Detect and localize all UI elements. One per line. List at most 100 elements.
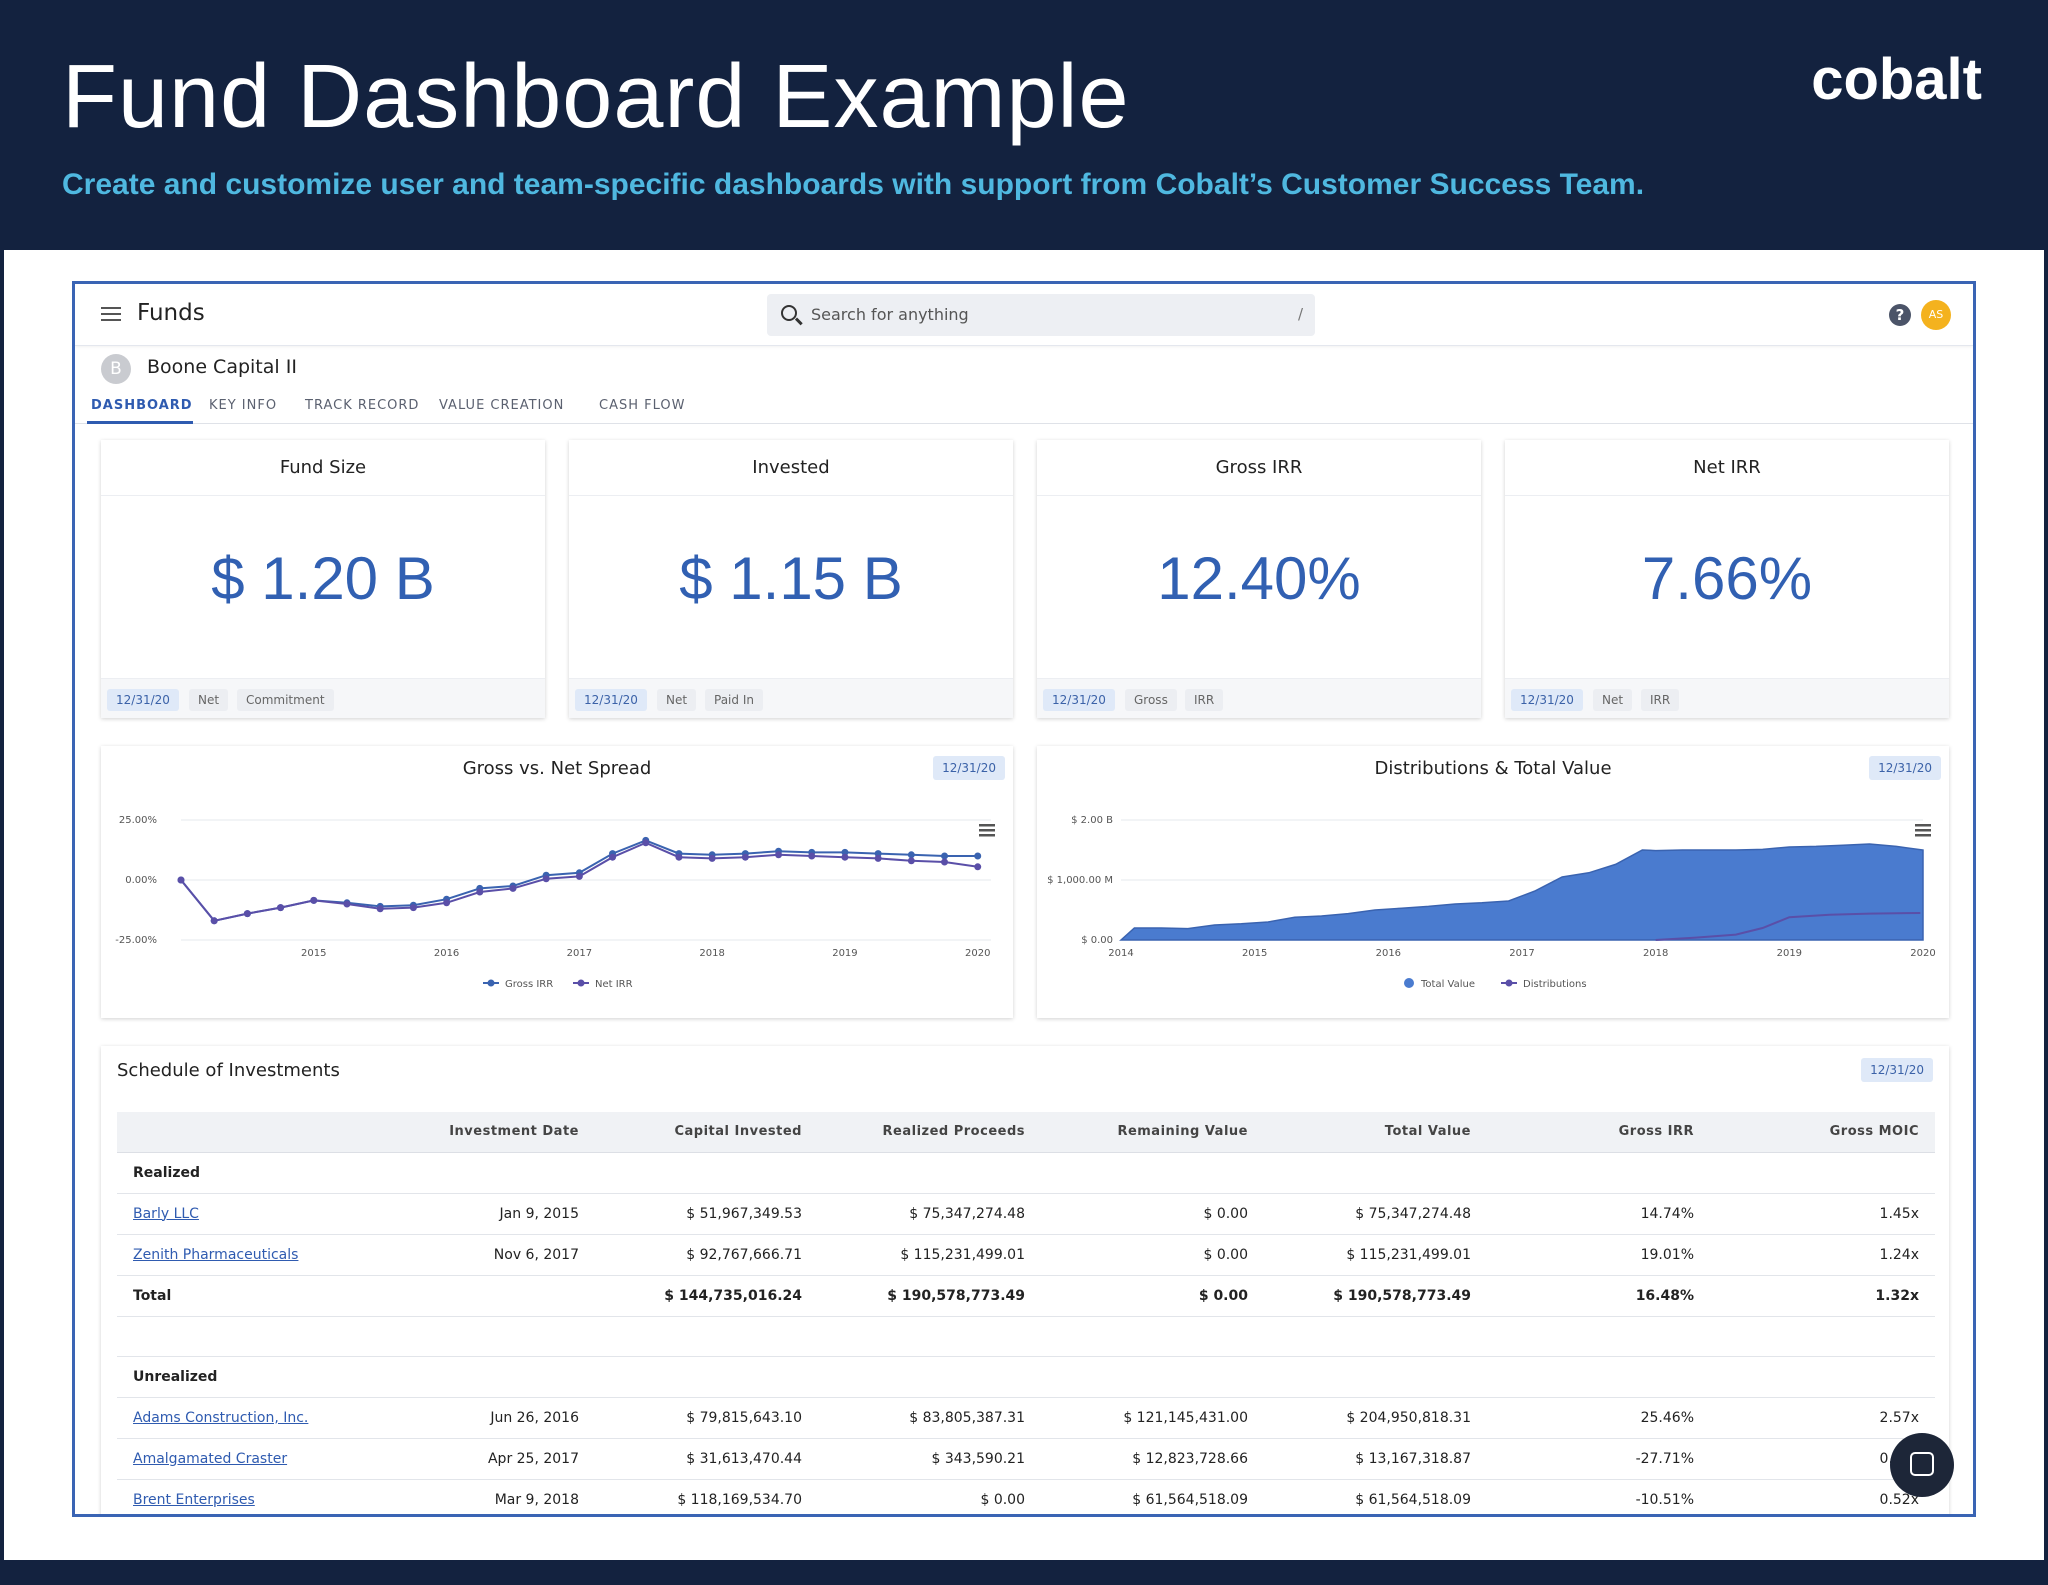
- column-header[interactable]: Gross MOIC: [1710, 1112, 1935, 1153]
- menu-bar: [979, 829, 995, 832]
- table-cell: $ 115,231,499.01: [818, 1234, 1041, 1276]
- table-row: Adams Construction, Inc. Jun 26, 2016 $ 79…: [117, 1397, 1935, 1439]
- data-point: [509, 884, 517, 892]
- table-cell: 16.48%: [1487, 1275, 1710, 1317]
- data-point: [642, 839, 650, 847]
- total-label-cell: Total: [117, 1275, 397, 1317]
- hamburger-menu-icon[interactable]: [101, 307, 121, 321]
- data-point: [808, 852, 816, 860]
- data-point: [177, 876, 185, 884]
- chart-menu-icon[interactable]: [979, 824, 995, 837]
- kpi-footer: 12/31/20 Gross IRR: [1037, 678, 1481, 718]
- column-header[interactable]: Remaining Value: [1041, 1112, 1264, 1153]
- kpi-title: Gross IRR: [1037, 440, 1481, 496]
- x-tick-label: 2014: [1108, 948, 1133, 959]
- kpi-value: $ 1.15 B: [679, 545, 903, 612]
- data-point: [542, 875, 550, 883]
- data-point: [675, 853, 683, 861]
- investment-link[interactable]: Adams Construction, Inc.: [133, 1409, 309, 1426]
- schedule-of-investments-card: Schedule of Investments 12/31/20 Investm…: [101, 1046, 1949, 1514]
- schedule-date-chip: 12/31/20: [1861, 1058, 1933, 1082]
- table-row: Amalgamated Craster Apr 25, 2017 $ 31,613,…: [117, 1438, 1935, 1480]
- line-chart: 25.00% 0.00% -25.00% 2015 2016 2017 2018 2019 20…: [115, 815, 995, 990]
- data-point: [210, 917, 218, 925]
- series-area-total-value: [1119, 843, 1924, 941]
- investment-name-cell: Amalgamated Craster: [117, 1438, 397, 1480]
- kpi-footer: 12/31/20 Net IRR: [1505, 678, 1949, 718]
- investment-name-cell: Zenith Pharmaceuticals: [117, 1234, 397, 1276]
- x-tick-label: 2015: [301, 948, 326, 959]
- data-point: [841, 853, 849, 861]
- menu-bar: [979, 824, 995, 827]
- table-cell: 25.46%: [1487, 1397, 1710, 1439]
- table-cell: $ 61,564,518.09: [1041, 1479, 1264, 1514]
- spacer-row: [117, 1316, 1935, 1357]
- search-input[interactable]: Search for anything /: [767, 294, 1315, 336]
- search-icon: [781, 305, 797, 321]
- investment-name-cell: Brent Enterprises: [117, 1479, 397, 1514]
- data-point: [609, 853, 617, 861]
- tab-cash-flow[interactable]: CASH FLOW: [599, 398, 686, 413]
- data-point: [575, 872, 583, 880]
- data-point: [708, 854, 716, 862]
- table-cell: $ 343,590.21: [818, 1438, 1041, 1480]
- table-cell: $ 31,613,470.44: [595, 1438, 818, 1480]
- kpi-footer: 12/31/20 Net Paid In: [569, 678, 1013, 718]
- y-tick-label: $ 2.00 B: [1071, 815, 1113, 826]
- x-tick-label: 2019: [1777, 948, 1802, 959]
- table-cell: $ 51,967,349.53: [595, 1193, 818, 1235]
- table-cell: $ 144,735,016.24: [595, 1275, 818, 1317]
- column-header[interactable]: Gross IRR: [1487, 1112, 1710, 1153]
- tab-dashboard[interactable]: DASHBOARD: [91, 398, 193, 413]
- table-cell: $ 121,145,431.00: [1041, 1397, 1264, 1439]
- table-cell: $ 13,167,318.87: [1264, 1438, 1487, 1480]
- table-cell: $ 190,578,773.49: [1264, 1275, 1487, 1317]
- x-tick-label: 2018: [1643, 948, 1668, 959]
- basis-chip: Net: [189, 689, 229, 711]
- data-point: [874, 854, 882, 862]
- column-header[interactable]: Realized Proceeds: [818, 1112, 1041, 1153]
- table-row: Zenith Pharmaceuticals Nov 6, 2017 $ 92,76…: [117, 1234, 1935, 1276]
- investment-link[interactable]: Amalgamated Craster: [133, 1450, 288, 1467]
- tab-value-creation[interactable]: VALUE CREATION: [439, 398, 565, 413]
- data-point: [841, 848, 849, 856]
- table-cell: 1.32x: [1710, 1275, 1935, 1317]
- kpi-card-gross-irr: Gross IRR 12.40% 12/31/20 Gross IRR: [1037, 440, 1481, 718]
- table-cell: Nov 6, 2017: [397, 1234, 595, 1276]
- column-header[interactable]: Total Value: [1264, 1112, 1487, 1153]
- chat-launcher-icon[interactable]: [1890, 1433, 1954, 1497]
- search-shortcut-hint: /: [1297, 305, 1303, 323]
- legend-label: Distributions: [1523, 979, 1587, 990]
- hero-banner: Fund Dashboard Example Create and custom…: [0, 0, 2048, 250]
- legend-marker: [577, 979, 585, 987]
- x-tick-label: 2018: [699, 948, 724, 959]
- basis-chip: Net: [1593, 689, 1633, 711]
- chart-menu-icon[interactable]: [1915, 824, 1931, 837]
- investment-link[interactable]: Zenith Pharmaceuticals: [133, 1246, 299, 1263]
- help-icon[interactable]: ?: [1889, 304, 1911, 326]
- table-row: Brent Enterprises Mar 9, 2018 $ 118,169,53…: [117, 1479, 1935, 1514]
- column-header[interactable]: Investment Date: [397, 1112, 595, 1153]
- table-cell: $ 118,169,534.70: [595, 1479, 818, 1514]
- table-cell: [397, 1275, 595, 1317]
- investment-link[interactable]: Barly LLC: [133, 1205, 199, 1222]
- x-tick-label: 2017: [1509, 948, 1534, 959]
- data-point: [907, 857, 915, 865]
- date-chip: 12/31/20: [575, 689, 647, 711]
- tab-track-record[interactable]: TRACK RECORD: [305, 398, 420, 413]
- user-avatar[interactable]: AS: [1921, 300, 1951, 330]
- kpi-title: Fund Size: [101, 440, 545, 496]
- investment-link[interactable]: Brent Enterprises: [133, 1491, 255, 1508]
- legend-label: Gross IRR: [505, 979, 553, 990]
- data-point: [874, 850, 882, 858]
- basis-chip: Net: [657, 689, 697, 711]
- column-header[interactable]: Capital Invested: [595, 1112, 818, 1153]
- legend-label: Net IRR: [595, 979, 633, 990]
- data-point: [310, 896, 318, 904]
- app-window: Funds Search for anything / ? AS B Boone…: [72, 281, 1976, 1517]
- tab-key-info[interactable]: KEY INFO: [209, 398, 278, 413]
- data-point: [476, 888, 484, 896]
- active-tab-indicator: [87, 421, 193, 424]
- menu-bar: [1915, 824, 1931, 827]
- investment-name-cell: Adams Construction, Inc.: [117, 1397, 397, 1439]
